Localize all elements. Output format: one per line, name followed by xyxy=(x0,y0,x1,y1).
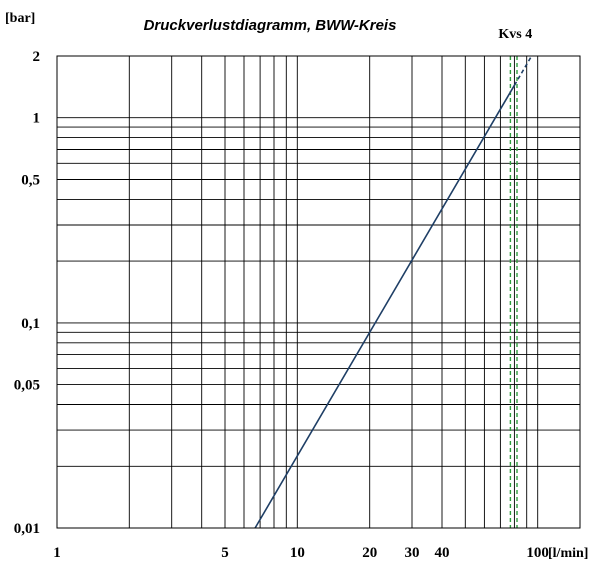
y-tick-label: 0,05 xyxy=(14,378,40,394)
annotations: Kvs 4 xyxy=(498,27,532,42)
y-tick-label: 2 xyxy=(33,49,41,65)
x-tick-label: 5 xyxy=(221,545,229,561)
plot-frame xyxy=(56,55,581,529)
grid-lines xyxy=(57,56,580,528)
x-tick-label: 100 xyxy=(526,545,549,561)
x-tick-labels: 1 5 10 20 30 40 100 xyxy=(53,545,549,561)
y-tick-labels: 2 1 0,5 0,1 0,05 0,01 xyxy=(14,49,40,537)
x-tick-label: 40 xyxy=(435,545,450,561)
series-line xyxy=(254,84,516,529)
y-axis-label: [bar] xyxy=(5,11,35,26)
x-axis-label: [l/min] xyxy=(548,546,588,561)
data-series xyxy=(254,55,533,529)
kvs-annotation: Kvs 4 xyxy=(498,27,532,42)
x-tick-label: 10 xyxy=(290,545,305,561)
reference-lines xyxy=(509,56,518,528)
y-tick-label: 1 xyxy=(33,111,41,127)
x-tick-label: 1 xyxy=(53,545,61,561)
x-tick-label: 20 xyxy=(362,545,377,561)
y-tick-label: 0,1 xyxy=(21,316,40,332)
y-tick-label: 0,01 xyxy=(14,521,40,537)
x-tick-label: 30 xyxy=(405,545,420,561)
y-tick-label: 0,5 xyxy=(21,172,40,188)
series-line-dashed xyxy=(513,55,533,86)
chart-title: Druckverlustdiagramm, BWW-Kreis xyxy=(144,17,397,34)
